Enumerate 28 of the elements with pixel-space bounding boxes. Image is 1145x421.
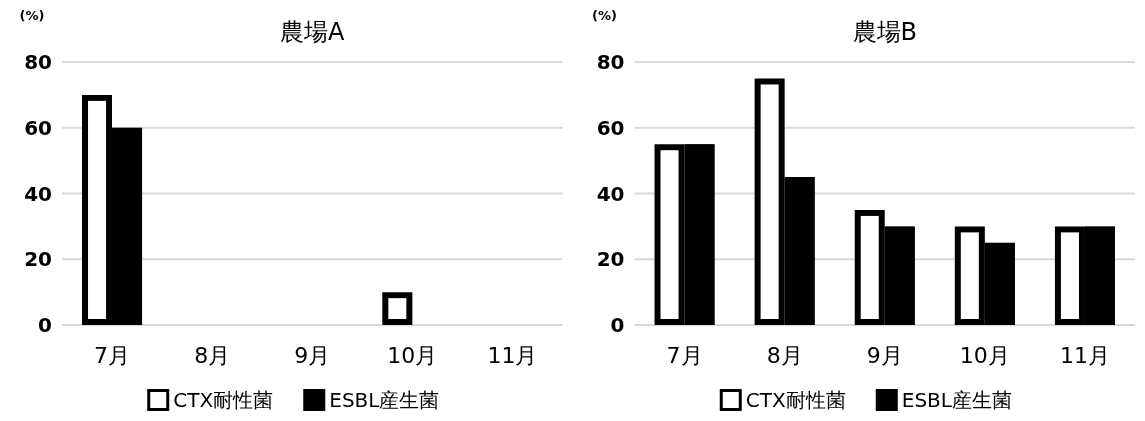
chart-title: 農場A (280, 18, 346, 46)
y-tick-label: 0 (38, 313, 52, 337)
x-tick-label: 10月 (387, 343, 438, 368)
x-tick-label: 9月 (866, 343, 903, 368)
x-tick-label: 11月 (1059, 343, 1110, 368)
y-axis-title: (%) (19, 8, 45, 23)
x-tick-label: 7月 (666, 343, 703, 368)
x-tick-label: 11月 (487, 343, 538, 368)
x-tick-label: 8月 (194, 343, 231, 368)
x-tick-label: 10月 (959, 343, 1010, 368)
legend-label: CTX耐性菌 (173, 388, 274, 412)
legend-label: CTX耐性菌 (745, 388, 846, 412)
y-tick-label: 20 (24, 247, 52, 272)
y-tick-label: 80 (596, 50, 625, 74)
legend-label: ESBL産生菌 (329, 388, 440, 412)
x-tick-label: 8月 (766, 343, 803, 368)
chart-title: 農場B (852, 18, 917, 46)
y-tick-label: 60 (596, 115, 625, 140)
legend-label: ESBL産生菌 (901, 388, 1012, 412)
y-tick-label: 20 (596, 247, 625, 272)
y-tick-label: 60 (24, 115, 52, 140)
x-tick-label: 9月 (294, 343, 331, 368)
y-tick-label: 80 (24, 50, 52, 74)
y-tick-label: 40 (596, 181, 625, 206)
x-tick-label: 7月 (94, 343, 131, 368)
y-tick-label: 40 (24, 181, 52, 206)
y-axis-title: (%) (592, 8, 617, 23)
y-tick-label: 0 (610, 313, 625, 337)
